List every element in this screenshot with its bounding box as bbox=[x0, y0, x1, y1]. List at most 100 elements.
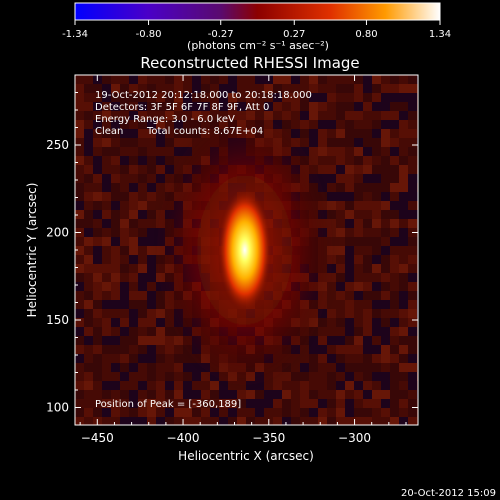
noise-cell bbox=[345, 201, 354, 210]
noise-cell bbox=[228, 75, 237, 84]
noise-cell bbox=[345, 354, 354, 363]
noise-cell bbox=[147, 192, 156, 201]
noise-cell bbox=[399, 345, 408, 354]
noise-cell bbox=[372, 300, 381, 309]
noise-cell bbox=[363, 111, 372, 120]
noise-cell bbox=[138, 318, 147, 327]
noise-cell bbox=[147, 381, 156, 390]
noise-cell bbox=[84, 111, 93, 120]
noise-cell bbox=[372, 381, 381, 390]
noise-cell bbox=[408, 282, 417, 291]
noise-cell bbox=[84, 165, 93, 174]
noise-cell bbox=[273, 84, 282, 93]
noise-cell bbox=[246, 408, 255, 417]
noise-cell bbox=[300, 138, 309, 147]
noise-cell bbox=[381, 210, 390, 219]
noise-cell bbox=[156, 147, 165, 156]
noise-cell bbox=[381, 237, 390, 246]
noise-cell bbox=[300, 417, 309, 425]
noise-cell bbox=[327, 93, 336, 102]
noise-cell bbox=[318, 390, 327, 399]
noise-cell bbox=[201, 102, 210, 111]
noise-cell bbox=[111, 264, 120, 273]
noise-cell bbox=[93, 246, 102, 255]
noise-cell bbox=[372, 273, 381, 282]
noise-cell bbox=[102, 210, 111, 219]
noise-cell bbox=[381, 282, 390, 291]
noise-cell bbox=[399, 264, 408, 273]
noise-cell bbox=[174, 102, 183, 111]
noise-cell bbox=[237, 102, 246, 111]
noise-cell bbox=[381, 93, 390, 102]
noise-cell bbox=[147, 120, 156, 129]
noise-cell bbox=[354, 165, 363, 174]
noise-cell bbox=[75, 183, 84, 192]
noise-cell bbox=[390, 246, 399, 255]
noise-cell bbox=[399, 282, 408, 291]
noise-cell bbox=[408, 210, 417, 219]
noise-cell bbox=[120, 228, 129, 237]
noise-cell bbox=[372, 147, 381, 156]
noise-cell bbox=[75, 174, 84, 183]
noise-cell bbox=[381, 408, 390, 417]
noise-cell bbox=[336, 129, 345, 138]
noise-cell bbox=[363, 381, 372, 390]
noise-cell bbox=[345, 93, 354, 102]
noise-cell bbox=[201, 417, 210, 425]
noise-cell bbox=[174, 399, 183, 408]
noise-cell bbox=[138, 354, 147, 363]
noise-cell bbox=[381, 255, 390, 264]
noise-cell bbox=[192, 111, 201, 120]
y-tick-label: 100 bbox=[46, 401, 69, 415]
noise-cell bbox=[336, 120, 345, 129]
noise-cell bbox=[390, 183, 399, 192]
noise-cell bbox=[354, 111, 363, 120]
noise-cell bbox=[75, 255, 84, 264]
noise-cell bbox=[363, 309, 372, 318]
noise-cell bbox=[354, 75, 363, 84]
noise-cell bbox=[264, 111, 273, 120]
noise-cell bbox=[381, 318, 390, 327]
noise-cell bbox=[147, 273, 156, 282]
noise-cell bbox=[165, 408, 174, 417]
noise-cell bbox=[156, 345, 165, 354]
noise-cell bbox=[165, 120, 174, 129]
noise-cell bbox=[129, 354, 138, 363]
noise-cell bbox=[399, 327, 408, 336]
noise-cell bbox=[219, 381, 228, 390]
noise-cell bbox=[165, 399, 174, 408]
noise-cell bbox=[129, 237, 138, 246]
noise-cell bbox=[165, 390, 174, 399]
noise-cell bbox=[129, 138, 138, 147]
noise-cell bbox=[390, 390, 399, 399]
noise-cell bbox=[336, 408, 345, 417]
noise-cell bbox=[390, 129, 399, 138]
annotation-energy: Energy Range: 3.0 - 6.0 keV bbox=[95, 114, 235, 125]
noise-cell bbox=[336, 381, 345, 390]
noise-cell bbox=[300, 75, 309, 84]
noise-cell bbox=[399, 210, 408, 219]
noise-cell bbox=[300, 120, 309, 129]
noise-cell bbox=[291, 399, 300, 408]
noise-cell bbox=[345, 273, 354, 282]
noise-cell bbox=[84, 246, 93, 255]
noise-cell bbox=[156, 336, 165, 345]
noise-cell bbox=[156, 354, 165, 363]
noise-cell bbox=[111, 336, 120, 345]
noise-cell bbox=[327, 219, 336, 228]
noise-cell bbox=[165, 327, 174, 336]
noise-cell bbox=[93, 300, 102, 309]
y-tick-label: 150 bbox=[46, 313, 69, 327]
noise-cell bbox=[399, 273, 408, 282]
noise-cell bbox=[291, 129, 300, 138]
noise-cell bbox=[408, 264, 417, 273]
noise-cell bbox=[372, 75, 381, 84]
noise-cell bbox=[147, 129, 156, 138]
noise-cell bbox=[309, 75, 318, 84]
noise-cell bbox=[147, 156, 156, 165]
noise-cell bbox=[273, 102, 282, 111]
noise-cell bbox=[345, 183, 354, 192]
noise-cell bbox=[147, 174, 156, 183]
noise-cell bbox=[84, 129, 93, 138]
noise-cell bbox=[282, 84, 291, 93]
